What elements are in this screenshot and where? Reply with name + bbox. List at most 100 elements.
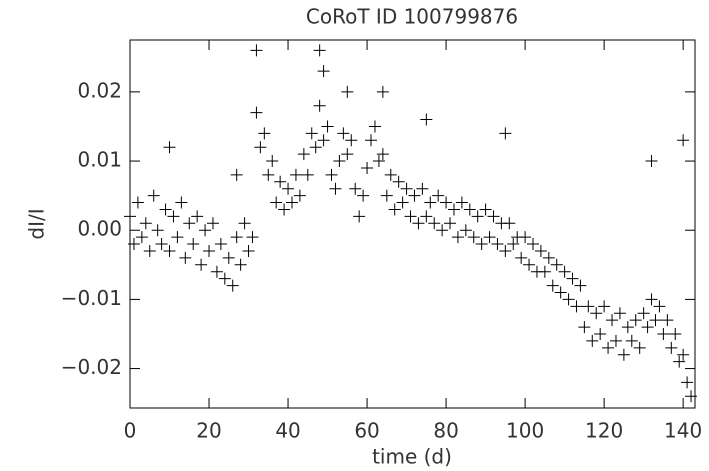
data-point <box>562 293 575 306</box>
data-point <box>582 300 595 313</box>
y-axis-label: dI/I <box>25 208 49 239</box>
data-point <box>677 348 690 361</box>
data-point <box>365 134 378 147</box>
data-point <box>333 155 346 168</box>
data-point <box>621 321 634 334</box>
data-point <box>289 168 302 181</box>
data-point <box>258 127 271 140</box>
data-point <box>376 85 389 98</box>
data-point <box>436 224 449 237</box>
data-point <box>282 182 295 195</box>
data-point <box>499 127 512 140</box>
data-point <box>183 217 196 230</box>
data-point <box>677 134 690 147</box>
x-tick-label: 140 <box>664 419 702 443</box>
data-point <box>230 168 243 181</box>
data-point <box>546 279 559 292</box>
data-point <box>681 376 694 389</box>
chart-title: CoRoT ID 100799876 <box>306 5 518 29</box>
data-point <box>451 231 464 244</box>
data-point <box>459 224 472 237</box>
data-point <box>376 148 389 161</box>
data-point <box>250 44 263 57</box>
data-point <box>361 161 374 174</box>
data-point <box>594 327 607 340</box>
data-point <box>285 196 298 209</box>
data-point <box>349 182 362 195</box>
data-point <box>424 196 437 209</box>
data-point <box>523 258 536 271</box>
data-point <box>270 196 283 209</box>
data-point <box>313 99 326 112</box>
data-point <box>574 279 587 292</box>
data-point <box>357 189 370 202</box>
data-point <box>171 231 184 244</box>
data-point <box>199 224 212 237</box>
data-point <box>598 300 611 313</box>
data-point <box>609 334 622 347</box>
data-point <box>455 196 468 209</box>
data-point <box>558 265 571 278</box>
data-point <box>479 203 492 216</box>
data-point <box>353 210 366 223</box>
data-point <box>653 300 666 313</box>
data-point <box>645 293 658 306</box>
data-point <box>566 272 579 285</box>
data-point <box>218 272 231 285</box>
data-point <box>428 217 441 230</box>
data-point <box>274 175 287 188</box>
data-point <box>195 258 208 271</box>
data-point <box>685 390 698 403</box>
data-point <box>313 44 326 57</box>
data-point <box>519 231 532 244</box>
x-tick-label: 60 <box>354 419 379 443</box>
data-point <box>301 168 314 181</box>
y-tick-label: −0.02 <box>61 355 122 379</box>
data-point <box>191 210 204 223</box>
data-point <box>590 307 603 320</box>
data-point <box>317 65 330 78</box>
data-point <box>400 182 413 195</box>
x-tick-label: 80 <box>433 419 458 443</box>
data-point <box>127 238 140 251</box>
data-point <box>214 238 227 251</box>
x-tick-label: 20 <box>196 419 221 443</box>
data-point <box>234 258 247 271</box>
data-point <box>649 314 662 327</box>
data-point <box>507 238 520 251</box>
y-tick-label: 0.00 <box>77 217 122 241</box>
x-tick-label: 0 <box>124 419 137 443</box>
data-point <box>293 189 306 202</box>
x-tick-label: 100 <box>506 419 544 443</box>
data-point <box>550 258 563 271</box>
data-point <box>503 217 516 230</box>
data-point <box>396 196 409 209</box>
data-point <box>645 155 658 168</box>
data-point <box>420 210 433 223</box>
data-point <box>637 307 650 320</box>
data-point <box>392 175 405 188</box>
data-point <box>345 134 358 147</box>
data-point <box>266 155 279 168</box>
data-point <box>447 203 460 216</box>
data-point <box>278 203 291 216</box>
data-point <box>665 341 678 354</box>
data-point <box>222 251 235 264</box>
data-point <box>380 189 393 202</box>
data-point <box>554 286 567 299</box>
data-point <box>408 189 421 202</box>
data-point <box>325 168 338 181</box>
data-point <box>538 265 551 278</box>
data-point <box>254 141 267 154</box>
data-point <box>163 244 176 257</box>
data-point <box>341 85 354 98</box>
data-point <box>527 238 540 251</box>
data-point <box>305 127 318 140</box>
x-tick-label: 120 <box>585 419 623 443</box>
data-point <box>625 334 638 347</box>
data-point <box>203 244 216 257</box>
data-point <box>242 244 255 257</box>
y-tick-label: 0.01 <box>77 148 122 172</box>
data-point <box>147 189 160 202</box>
